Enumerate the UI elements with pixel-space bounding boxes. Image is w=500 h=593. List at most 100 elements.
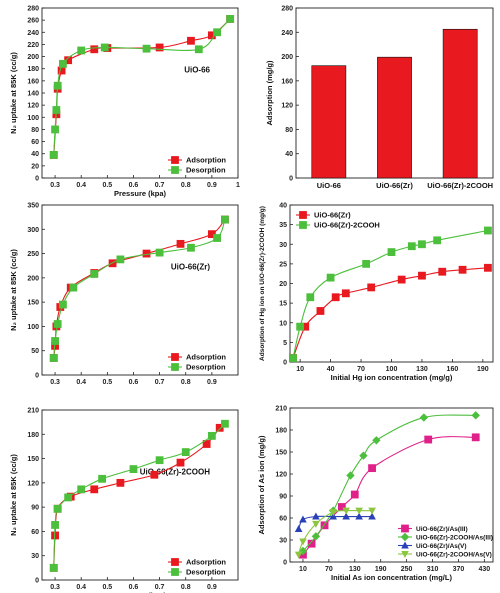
x-axis-label: Initial As ion concentration (mg/L) <box>331 573 452 582</box>
y-tick-label: 60 <box>31 139 39 146</box>
category-label: UiO-66 <box>317 181 341 190</box>
chart-bar1: 0 40 80 120 160 200 240 280 UiO-66 UiO-66(Zr) UiO-… <box>265 6 494 190</box>
series-line <box>53 427 221 568</box>
x-tick-label: 1 <box>236 182 240 189</box>
y-tick-label: 80 <box>285 127 293 134</box>
x-tick-label: 0.5 <box>102 182 112 189</box>
x-tick-label: 0.7 <box>155 182 165 189</box>
data-point <box>418 240 426 249</box>
legend-label: Desorption <box>186 166 226 175</box>
y-tick-label: 10 <box>279 320 287 327</box>
y-tick-label: 20 <box>31 163 39 170</box>
series-line <box>53 18 231 155</box>
data-point <box>407 242 416 251</box>
x-tick-label: 130 <box>416 366 428 373</box>
data-point <box>424 435 433 444</box>
data-point <box>289 354 297 362</box>
x-tick-label: 100 <box>386 366 398 373</box>
data-point <box>90 45 99 54</box>
x-tick-label: 0.9 <box>207 182 217 189</box>
data-point <box>294 525 303 532</box>
data-point <box>181 448 190 456</box>
series-line <box>53 219 226 359</box>
data-point <box>326 273 335 282</box>
data-point <box>69 283 78 292</box>
x-tick-label: 310 <box>427 566 439 573</box>
x-tick-label: 10 <box>296 366 304 373</box>
data-point <box>372 436 381 445</box>
data-point <box>458 265 467 274</box>
x-tick-label: 0.6 <box>129 379 139 386</box>
y-tick-label: 50 <box>31 348 39 355</box>
data-point <box>213 28 221 37</box>
data-point <box>342 512 350 520</box>
legend-label: Adsorption <box>186 156 226 165</box>
legend-marker <box>401 551 409 558</box>
chart-annotation: UiO-66(Zr)-2COOH <box>140 468 210 477</box>
plot-frame <box>289 407 494 563</box>
y-tick-label: 200 <box>281 54 293 61</box>
y-tick-label: 140 <box>27 91 39 98</box>
data-point <box>294 551 303 559</box>
data-point <box>355 512 363 520</box>
y-tick-label: 0 <box>35 373 39 380</box>
y-tick-label: 350 <box>27 203 39 210</box>
data-point <box>368 507 376 515</box>
data-point <box>90 270 99 278</box>
y-tick-label: 210 <box>27 408 39 415</box>
y-tick-label: 15 <box>279 301 287 308</box>
chart-iso1: 0 20 40 60 80 100 120 140 160 180 200 220 240 260 280 0… <box>9 6 240 199</box>
data-point <box>368 464 376 473</box>
legend-marker <box>401 524 409 533</box>
x-tick-label: 0.5 <box>102 379 112 386</box>
y-tick-label: 300 <box>27 227 39 234</box>
x-axis-label: Pressure (kpa) <box>114 591 167 593</box>
x-tick-label: 0.4 <box>76 182 86 189</box>
chart-iso2: 0 50 100 150 200 250 300 350 0.3 0.4 0.5 0.6 0.7 0.8 0… <box>9 203 239 386</box>
y-tick-label: 30 <box>279 242 287 249</box>
legend-marker <box>401 541 409 549</box>
data-point <box>215 423 224 432</box>
data-point <box>100 43 109 52</box>
data-point <box>346 471 355 480</box>
legend-label: UiO-66(Zr) <box>314 211 351 220</box>
data-point <box>53 320 62 328</box>
legend-label: Adsorption <box>186 558 226 567</box>
x-tick-label: 0.6 <box>129 182 139 189</box>
legend-marker <box>171 558 179 566</box>
legend-label: UiO-66(Zr)/As(V) <box>416 543 467 550</box>
y-tick-label: 120 <box>27 480 39 487</box>
x-tick-label: 0.3 <box>50 584 60 591</box>
data-point <box>176 458 185 467</box>
y-tick-label: 30 <box>31 553 39 560</box>
bar <box>311 65 347 179</box>
x-tick-label: 160 <box>447 366 459 373</box>
data-point <box>194 45 203 54</box>
y-tick-label: 200 <box>27 54 39 61</box>
data-point <box>387 248 396 256</box>
data-point <box>471 433 480 442</box>
data-point <box>176 239 185 248</box>
y-tick-label: 0 <box>289 176 293 183</box>
x-tick-label: 190 <box>375 566 387 573</box>
data-point <box>342 507 350 515</box>
data-point <box>49 563 58 572</box>
y-tick-label: 240 <box>281 30 293 37</box>
y-axis-label: Adsorption (mg/g) <box>265 60 274 125</box>
legend-marker <box>171 568 179 576</box>
y-tick-label: 80 <box>31 127 39 134</box>
data-point <box>53 81 62 90</box>
data-point <box>299 515 307 523</box>
data-point <box>155 43 164 52</box>
x-tick-label: 0.5 <box>102 584 112 591</box>
y-tick-label: 240 <box>27 30 39 37</box>
y-axis-label: N₂ uptake at 85K (cc/g) <box>9 454 18 536</box>
y-tick-label: 100 <box>27 115 39 122</box>
data-point <box>49 151 58 159</box>
data-point <box>51 125 59 134</box>
y-tick-label: 0 <box>283 560 287 567</box>
data-point <box>59 59 67 68</box>
y-tick-label: 40 <box>31 151 39 158</box>
legend-label: Desorption <box>186 363 226 372</box>
data-point <box>368 512 376 520</box>
